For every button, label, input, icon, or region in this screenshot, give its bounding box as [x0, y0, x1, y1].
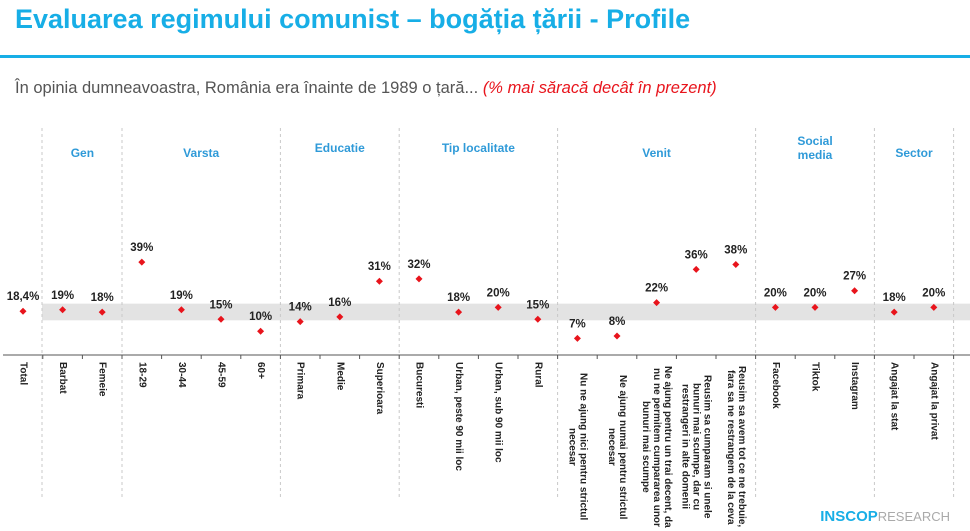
data-point	[19, 307, 27, 315]
x-tick-label: Instagram	[849, 362, 861, 410]
x-tick-label: Urban, peste 90 mii loc	[453, 362, 465, 471]
data-label: 20%	[922, 287, 945, 299]
data-label: 8%	[609, 316, 626, 328]
data-label: 20%	[487, 287, 510, 299]
inscop-logo: INSCOPRESEARCH	[820, 508, 950, 525]
data-point	[692, 265, 700, 273]
data-label: 20%	[764, 287, 787, 299]
x-tick-label: Urban, sub 90 mii loc	[492, 362, 504, 463]
group-header: Sector	[895, 146, 933, 160]
data-point	[296, 318, 304, 326]
x-tick-label: Ne ajung numai pentru strictul necesar	[606, 374, 628, 520]
x-tick-label: Total	[17, 362, 29, 386]
data-label: 19%	[170, 290, 193, 302]
data-point	[177, 306, 185, 314]
data-point	[336, 313, 344, 321]
reference-band	[42, 303, 970, 321]
x-tick-label: Ne ajung pentru un trai decent, da nu ne…	[640, 366, 674, 528]
x-tick-label: Rural	[532, 362, 544, 388]
data-label: 22%	[645, 283, 668, 295]
data-point	[653, 299, 661, 307]
x-tick-label: Femeie	[96, 362, 108, 397]
x-tick-label: Superioara	[373, 362, 385, 415]
group-header: Gen	[70, 146, 95, 160]
x-tick-label: Angajat la privat	[928, 362, 940, 440]
data-label: 27%	[843, 271, 866, 283]
x-tick-label: Primara	[294, 362, 306, 400]
title-rule	[0, 55, 970, 58]
slide-title: Evaluarea regimului comunist – bogăția ț…	[15, 4, 691, 34]
data-label: 15%	[209, 299, 232, 311]
group-header: Tip localitate	[441, 141, 515, 155]
data-point	[573, 334, 581, 342]
data-point	[534, 315, 542, 323]
data-label: 14%	[289, 302, 312, 314]
data-point	[415, 275, 423, 283]
question-text: În opinia dumneavoastra, România era îna…	[15, 79, 717, 98]
x-tick-label: Reusim sa cumparam si unele bunuri mai s…	[679, 375, 713, 519]
x-tick-label: Reusim sa avem tot ce ne trebuie, fara s…	[724, 366, 747, 528]
data-point	[59, 306, 67, 314]
x-tick-label: Angajat la stat	[888, 362, 900, 431]
x-tick-label: Medie	[334, 362, 346, 391]
data-label: 16%	[328, 297, 351, 309]
data-label: 15%	[526, 299, 549, 311]
data-point	[217, 315, 225, 323]
data-point	[455, 308, 463, 316]
data-label: 18%	[883, 292, 906, 304]
question: În opinia dumneavoastra, România era îna…	[15, 79, 479, 97]
data-point	[771, 303, 779, 311]
x-tick-label: 60+	[255, 362, 267, 379]
group-header: Venit	[642, 146, 671, 160]
data-label: 10%	[249, 311, 272, 323]
data-label: 18,4%	[7, 291, 40, 303]
data-point	[613, 332, 621, 340]
data-point	[257, 327, 265, 335]
data-point	[811, 303, 819, 311]
group-header: Varsta	[183, 146, 220, 160]
data-label: 31%	[368, 261, 391, 273]
x-tick-label: 18-29	[136, 362, 148, 388]
data-label: 32%	[407, 259, 430, 271]
x-tick-label: Facebook	[769, 362, 781, 409]
x-tick-label: Bucuresti	[413, 362, 425, 409]
x-tick-label: Nu ne ajung nici pentru strictul necesar	[566, 373, 589, 521]
question-note: (% mai săracă decât în prezent)	[482, 79, 717, 97]
data-label: 20%	[803, 287, 826, 299]
data-label: 7%	[569, 318, 586, 330]
group-header: Social media	[797, 134, 833, 162]
data-point	[494, 303, 502, 311]
x-tick-label: Tiktok	[809, 362, 821, 392]
data-label: 18%	[91, 292, 114, 304]
data-point	[930, 303, 938, 311]
data-point	[98, 308, 106, 316]
data-point	[890, 308, 898, 316]
data-label: 38%	[724, 245, 747, 257]
group-header: Educatie	[314, 141, 365, 155]
logo-brand: INSCOP	[820, 508, 878, 525]
logo-suffix: RESEARCH	[877, 509, 950, 524]
data-point	[851, 287, 859, 295]
data-point	[375, 277, 383, 285]
x-tick-label: 45-59	[215, 362, 227, 388]
data-label: 18%	[447, 292, 470, 304]
data-label: 36%	[685, 249, 708, 261]
data-label: 19%	[51, 290, 74, 302]
data-point	[732, 261, 740, 269]
x-tick-label: Barbat	[57, 362, 69, 394]
x-tick-label: 30-44	[175, 362, 187, 388]
data-label: 39%	[130, 242, 153, 254]
data-point	[138, 258, 146, 266]
